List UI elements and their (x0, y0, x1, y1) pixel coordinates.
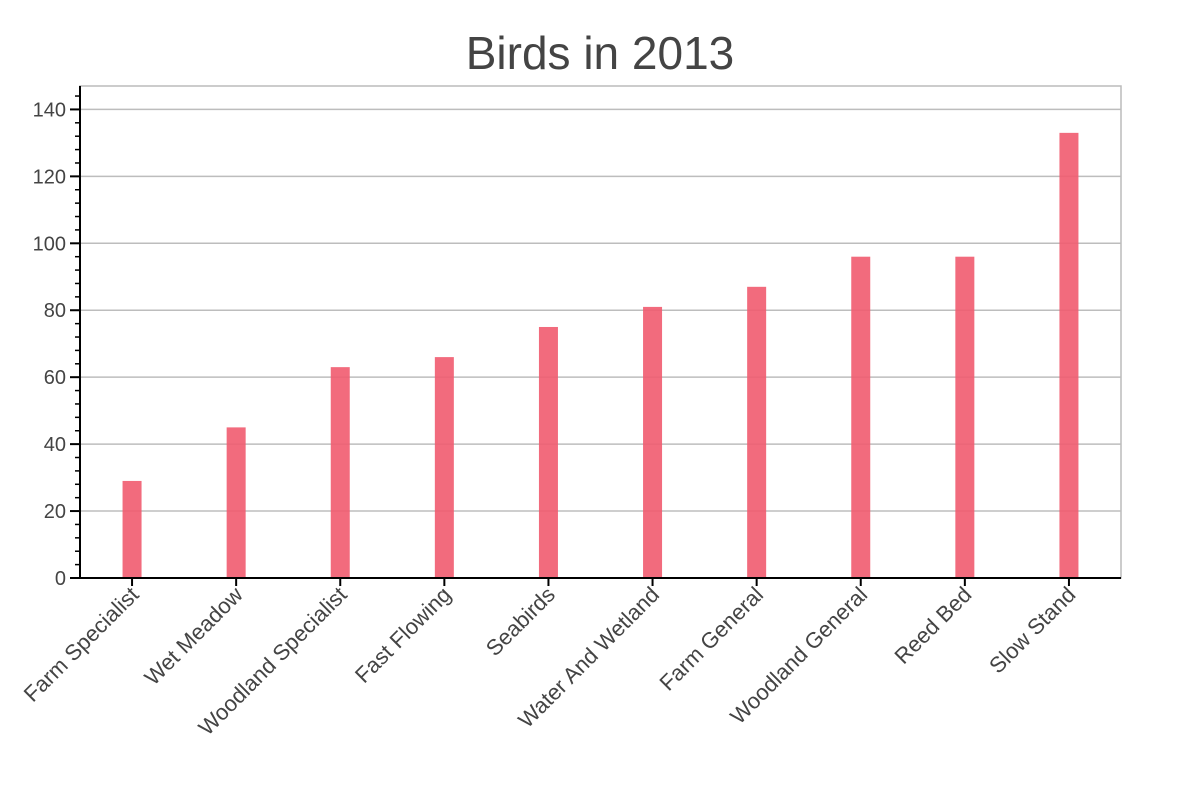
bar-farm-specialist (122, 480, 142, 578)
y-tick-label: 40 (44, 434, 66, 456)
x-tick-label: Reed Bed (890, 582, 977, 669)
y-tick-label: 140 (33, 99, 66, 121)
y-tick-labels: 0 20 40 60 80 100 120 140 (33, 99, 66, 590)
axes (70, 86, 1121, 586)
bar-woodland-specialist (330, 367, 350, 578)
chart-title: Birds in 2013 (466, 27, 735, 79)
bar-farm-general (747, 286, 767, 578)
y-tick-label: 80 (44, 300, 66, 322)
y-tick-label: 20 (44, 501, 66, 523)
bar-water-and-wetland (643, 306, 663, 578)
bars (122, 132, 1079, 578)
x-tick-label: Seabirds (481, 582, 560, 661)
bar-reed-bed (955, 256, 975, 578)
x-tick-label: Slow Stand (984, 582, 1080, 678)
x-tick-label: Wet Meadow (140, 582, 248, 690)
y-tick-label: 0 (55, 568, 66, 590)
bar-fast-flowing (434, 357, 454, 578)
y-tick-label: 100 (33, 233, 66, 255)
bar-woodland-general (851, 256, 871, 578)
y-tick-label: 60 (44, 367, 66, 389)
x-tick-label: Fast Flowing (350, 582, 456, 688)
bar-wet-meadow (226, 427, 246, 578)
x-tick-label: Farm General (655, 582, 769, 696)
bar-seabirds (538, 326, 558, 578)
y-tick-label: 120 (33, 166, 66, 188)
x-tick-label: Farm Specialist (19, 582, 144, 707)
gridlines (80, 108, 1121, 512)
bar-slow-stand (1059, 132, 1079, 578)
